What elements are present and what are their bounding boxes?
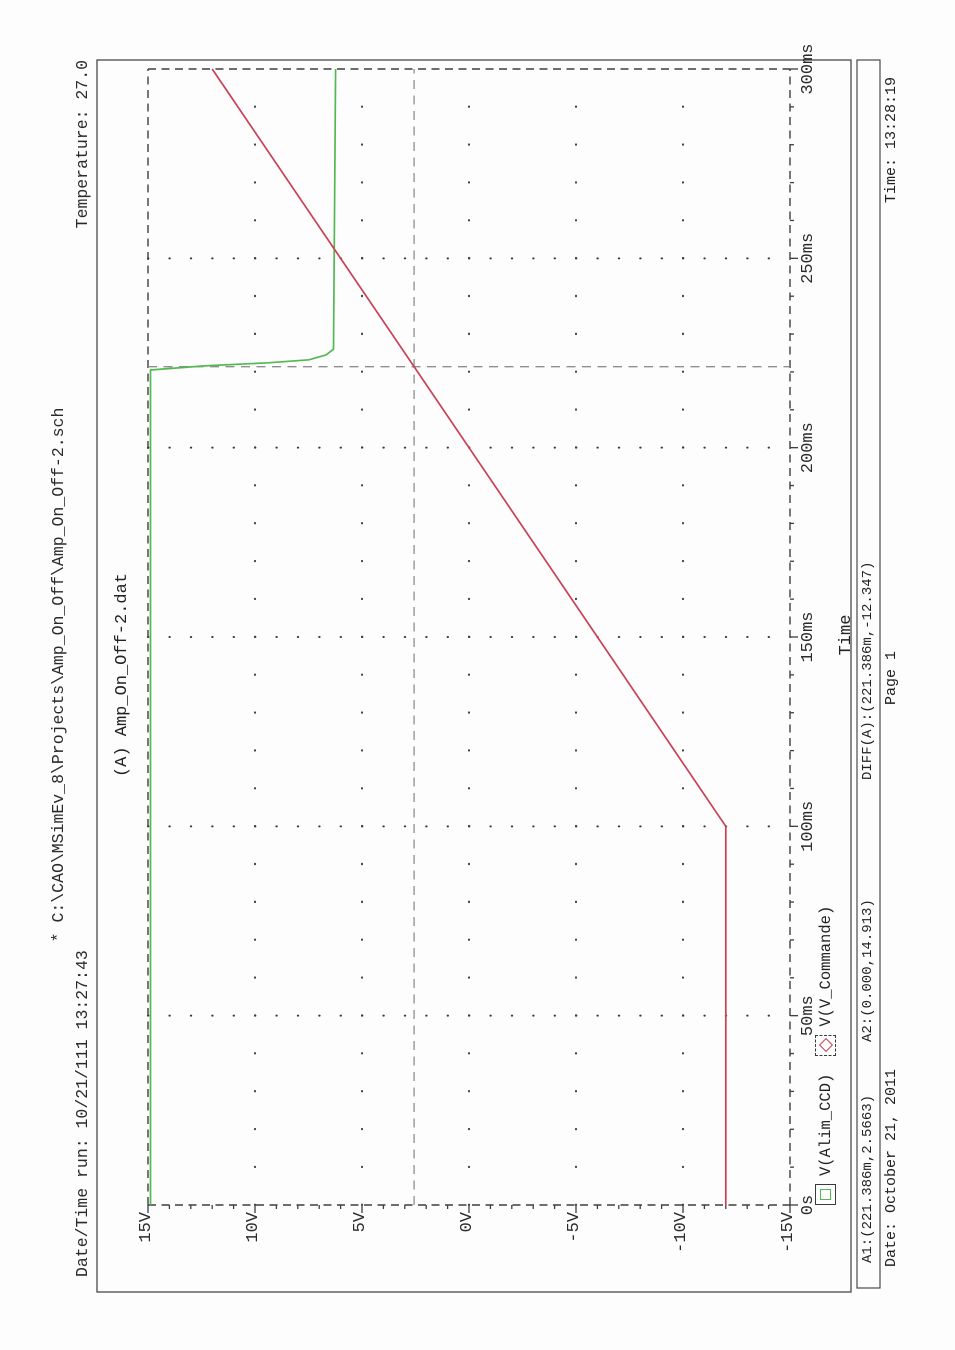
footer-date: Date: October 21, 2011 bbox=[883, 1068, 900, 1267]
x-axis-title: Time bbox=[837, 614, 856, 656]
trace-v-alim-ccd-[interactable] bbox=[149, 68, 337, 1205]
square-marker-icon bbox=[820, 1189, 831, 1200]
y-tick-label--10V: -10V bbox=[672, 1212, 691, 1253]
cursor-diff-readout: DIFF(A):(221.386m,-12.347) bbox=[860, 561, 876, 780]
x-tick-label-300ms: 300ms bbox=[799, 43, 818, 95]
cursor-a1-readout: A1:(221.386m,2.5663) bbox=[860, 1094, 876, 1263]
trace-v-v-commande-[interactable] bbox=[211, 68, 727, 1205]
y-tick-label-15V: 15V bbox=[137, 1212, 156, 1243]
y-tick-label-10V: 10V bbox=[244, 1212, 263, 1243]
x-tick-label-50ms: 50ms bbox=[799, 995, 818, 1037]
x-tick-label-250ms: 250ms bbox=[799, 232, 818, 284]
header-schematic-path: * C:\CAO\MSimEv_8\Projects\Amp_On_Off\Am… bbox=[49, 407, 68, 943]
page-frame bbox=[96, 59, 852, 1293]
diamond-marker-icon bbox=[818, 1038, 833, 1053]
x-tick-label-200ms: 200ms bbox=[799, 422, 818, 474]
legend-label-v-commande[interactable]: V(V_Commande) bbox=[816, 905, 835, 1027]
y-tick-label-0V: 0V bbox=[458, 1212, 477, 1233]
x-tick-label-0s: 0s bbox=[799, 1194, 818, 1216]
x-tick-label-100ms: 100ms bbox=[799, 800, 818, 852]
header-date-time-run: Date/Time run: 10/21/111 13:27:43 bbox=[73, 950, 92, 1277]
header-temperature: Temperature: 27.0 bbox=[73, 60, 92, 229]
x-tick-label-150ms: 150ms bbox=[799, 611, 818, 663]
footer-page-number: Page 1 bbox=[883, 650, 900, 705]
cursor-window-box bbox=[856, 59, 881, 1289]
y-tick-label-5V: 5V bbox=[351, 1212, 370, 1233]
cursor-a2-readout: A2:(0.000,14.913) bbox=[860, 899, 876, 1042]
legend-label-alim-ccd[interactable]: V(Alim_CCD) bbox=[816, 1073, 835, 1176]
plot-area[interactable] bbox=[148, 69, 790, 1205]
y-tick-label--5V: -5V bbox=[565, 1212, 584, 1243]
plot-title: (A) Amp_On_Off-2.dat bbox=[113, 572, 132, 778]
footer-time: Time: 13:28:19 bbox=[883, 76, 900, 203]
y-tick-label--15V: -15V bbox=[779, 1212, 798, 1253]
